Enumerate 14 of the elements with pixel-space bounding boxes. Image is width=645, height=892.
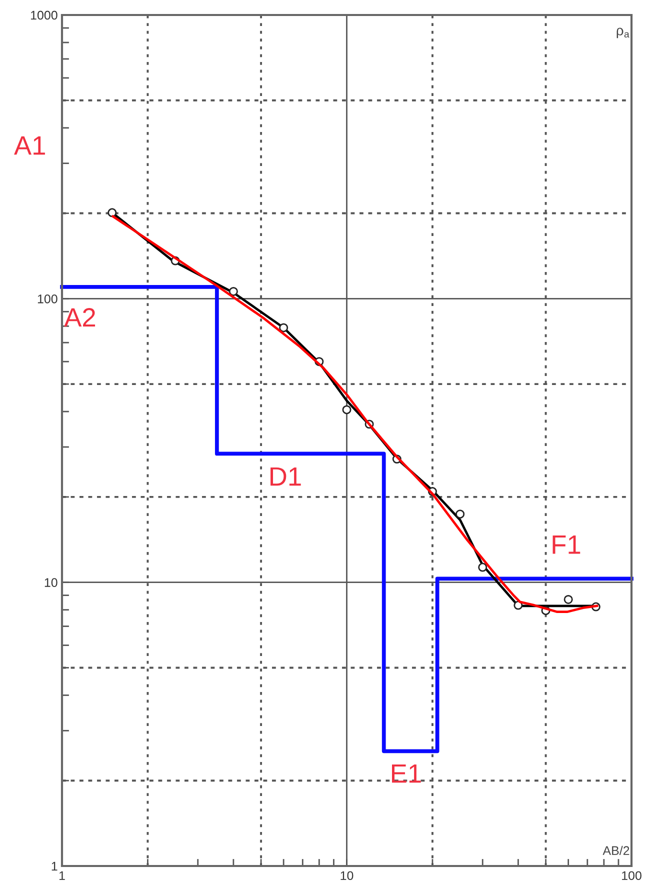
annotation: E1 <box>392 764 421 783</box>
y-tick-label: 10 <box>44 578 58 587</box>
y-tick-label: 100 <box>38 294 58 304</box>
x-tick-label: 100 <box>622 871 642 880</box>
annotation: A2 <box>64 308 96 326</box>
annotation: D1 <box>270 467 301 486</box>
x-axis-title: AB/2 <box>602 846 630 856</box>
y-tick-label: 1 <box>52 862 58 871</box>
annotation: F1 <box>552 536 580 554</box>
x-tick-label: 10 <box>340 871 354 880</box>
y-tick-label: 1000 <box>30 10 58 20</box>
x-tick-label: 1 <box>59 871 65 880</box>
y-axis-title: ρ$_{a}$ <box>616 28 630 38</box>
text: A1 <box>14 136 45 155</box>
